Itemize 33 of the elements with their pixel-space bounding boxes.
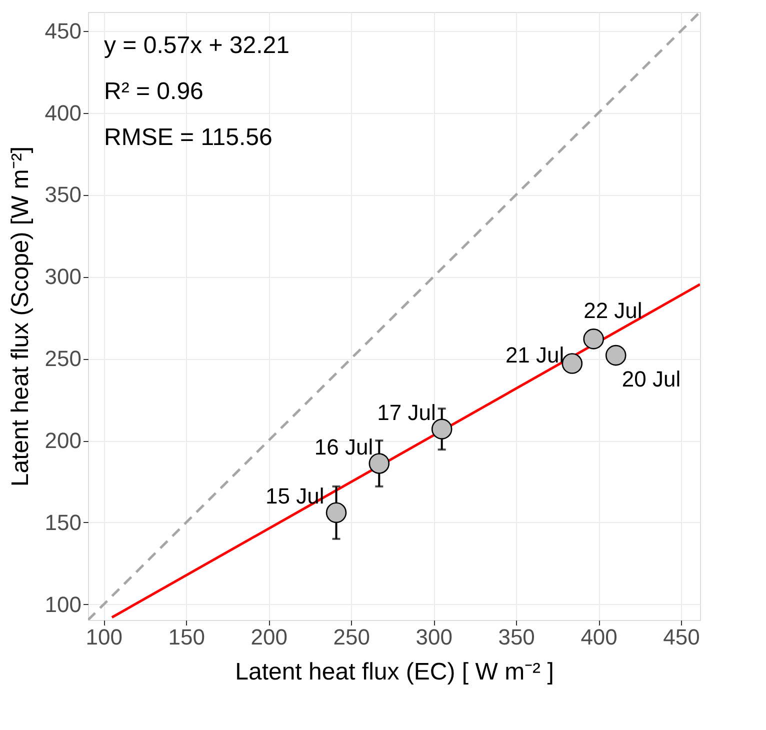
- point: [431, 418, 452, 440]
- point: [368, 453, 390, 474]
- point: [326, 502, 347, 524]
- y-tick-label: 200: [44, 428, 82, 454]
- y-tick-label: 250: [44, 346, 82, 372]
- annotation: 17 Jul: [377, 400, 436, 426]
- annotation: R² = 0.96: [104, 78, 204, 105]
- annotation: RMSE = 115.56: [104, 124, 272, 151]
- point: [562, 353, 583, 374]
- point: [605, 344, 626, 366]
- x-tick-label: 300: [416, 624, 452, 650]
- point: [583, 328, 604, 350]
- y-tick-label: 450: [44, 18, 82, 44]
- y-tick-label: 300: [44, 264, 82, 290]
- annotation: 15 Jul: [266, 484, 324, 509]
- x-tick-label: 350: [498, 624, 535, 650]
- y-axis-title: Latent heat flux (Scope) [W m⁻²]: [6, 146, 34, 487]
- x-tick-label: 200: [250, 624, 288, 650]
- annotation: 22 Jul: [584, 298, 642, 323]
- annotation: y = 0.57x + 32.21: [104, 32, 290, 59]
- y-tick-label: 150: [44, 510, 82, 535]
- x-tick-label: 100: [86, 624, 123, 650]
- annotation: 16 Jul: [314, 434, 374, 460]
- x-tick-label: 400: [580, 624, 618, 650]
- x-tick-label: 250: [333, 624, 370, 650]
- y-tick-label: 350: [44, 182, 82, 208]
- annotation: 20 Jul: [622, 366, 681, 392]
- annotation: 21 Jul: [505, 342, 564, 368]
- x-tick-label: 150: [168, 624, 206, 650]
- x-tick-label: 450: [663, 624, 700, 650]
- y-tick-label: 400: [44, 100, 82, 126]
- y-tick-label: 100: [44, 592, 82, 617]
- x-axis-title: Latent heat flux (EC) [ W m⁻² ]: [235, 658, 554, 686]
